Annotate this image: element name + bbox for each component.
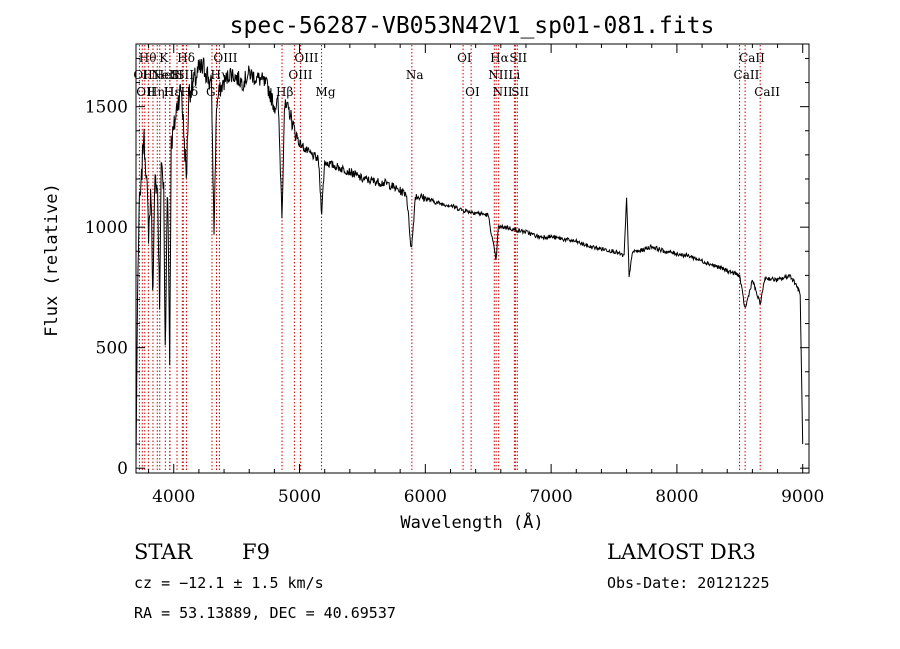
sky-coordinates: RA = 53.13889, DEC = 40.69537 xyxy=(134,604,396,622)
object-class: STAR xyxy=(134,540,193,564)
x-tick-label: 6000 xyxy=(404,487,447,507)
observation-date: Obs-Date: 20121225 xyxy=(607,574,770,592)
x-tick-label: 5000 xyxy=(278,487,321,507)
line-label-caii: CaII xyxy=(734,68,760,82)
line-label-oiii: OIII xyxy=(213,51,237,65)
line-label-h: H xyxy=(142,68,152,82)
line-label-na: Na xyxy=(406,68,424,82)
line-label-oiii: OIII xyxy=(288,68,312,82)
line-label-oiii: OIII xyxy=(294,51,318,65)
y-axis-label: Flux (relative) xyxy=(42,183,62,337)
chart-title: spec-56287-VB053N42V1_sp01-081.fits xyxy=(230,13,715,39)
y-axis: 0 500 1000 1500 xyxy=(85,57,809,479)
line-label-caii: CaII xyxy=(739,51,765,65)
line-label-li: Li xyxy=(508,68,520,82)
line-label-hε: Hε xyxy=(164,85,181,99)
line-label-sii: SII xyxy=(511,85,529,99)
y-tick-label: 0 xyxy=(117,459,128,479)
line-label-hδ: Hδ xyxy=(177,51,195,65)
spectrum-line xyxy=(135,57,804,466)
line-label-oi: OI xyxy=(457,51,472,65)
survey-name: LAMOST DR3 xyxy=(607,540,756,564)
x-axis-label: Wavelength (Å) xyxy=(400,511,543,533)
line-label-sii: SII xyxy=(509,51,527,65)
line-label-oii: OII xyxy=(136,85,156,99)
line-label-oii: OII xyxy=(133,68,153,82)
line-label-s: S xyxy=(171,68,179,82)
x-axis: 4000 5000 6000 7000 8000 9000 xyxy=(148,44,824,507)
line-label-hα: Hα xyxy=(490,51,509,65)
line-label-g: G xyxy=(206,85,216,99)
line-label-oi: OI xyxy=(465,85,480,99)
line-label-k: K xyxy=(159,51,169,65)
line-label-hei: HeI xyxy=(154,68,177,82)
x-tick-label: 7000 xyxy=(529,487,572,507)
x-tick-label: 9000 xyxy=(781,487,824,507)
spectral-line-markers xyxy=(138,45,761,472)
line-label-hβ: Hβ xyxy=(276,85,293,99)
line-label-mg: Mg xyxy=(316,85,336,99)
y-tick-label: 500 xyxy=(96,339,128,359)
line-label-hη: Hη xyxy=(147,85,165,99)
line-label-neiii: NeIII xyxy=(151,68,183,82)
plot-frame xyxy=(135,43,810,474)
line-label-nii: NII xyxy=(493,85,513,99)
x-tick-label: 4000 xyxy=(152,487,195,507)
line-label-caii: CaII xyxy=(754,85,780,99)
line-label-hγ: Hγ xyxy=(211,68,229,82)
line-label-h: H xyxy=(164,85,174,99)
y-tick-label: 1000 xyxy=(85,218,128,238)
object-subclass: F9 xyxy=(242,540,270,564)
line-label-nii: NII xyxy=(488,68,508,82)
line-label-sii: SII xyxy=(176,68,194,82)
y-tick-label: 1500 xyxy=(85,98,128,118)
x-tick-label: 8000 xyxy=(655,487,698,507)
line-label-hθ: Hθ xyxy=(139,51,157,65)
redshift-value: cz = −12.1 ± 1.5 km/s xyxy=(134,574,324,592)
